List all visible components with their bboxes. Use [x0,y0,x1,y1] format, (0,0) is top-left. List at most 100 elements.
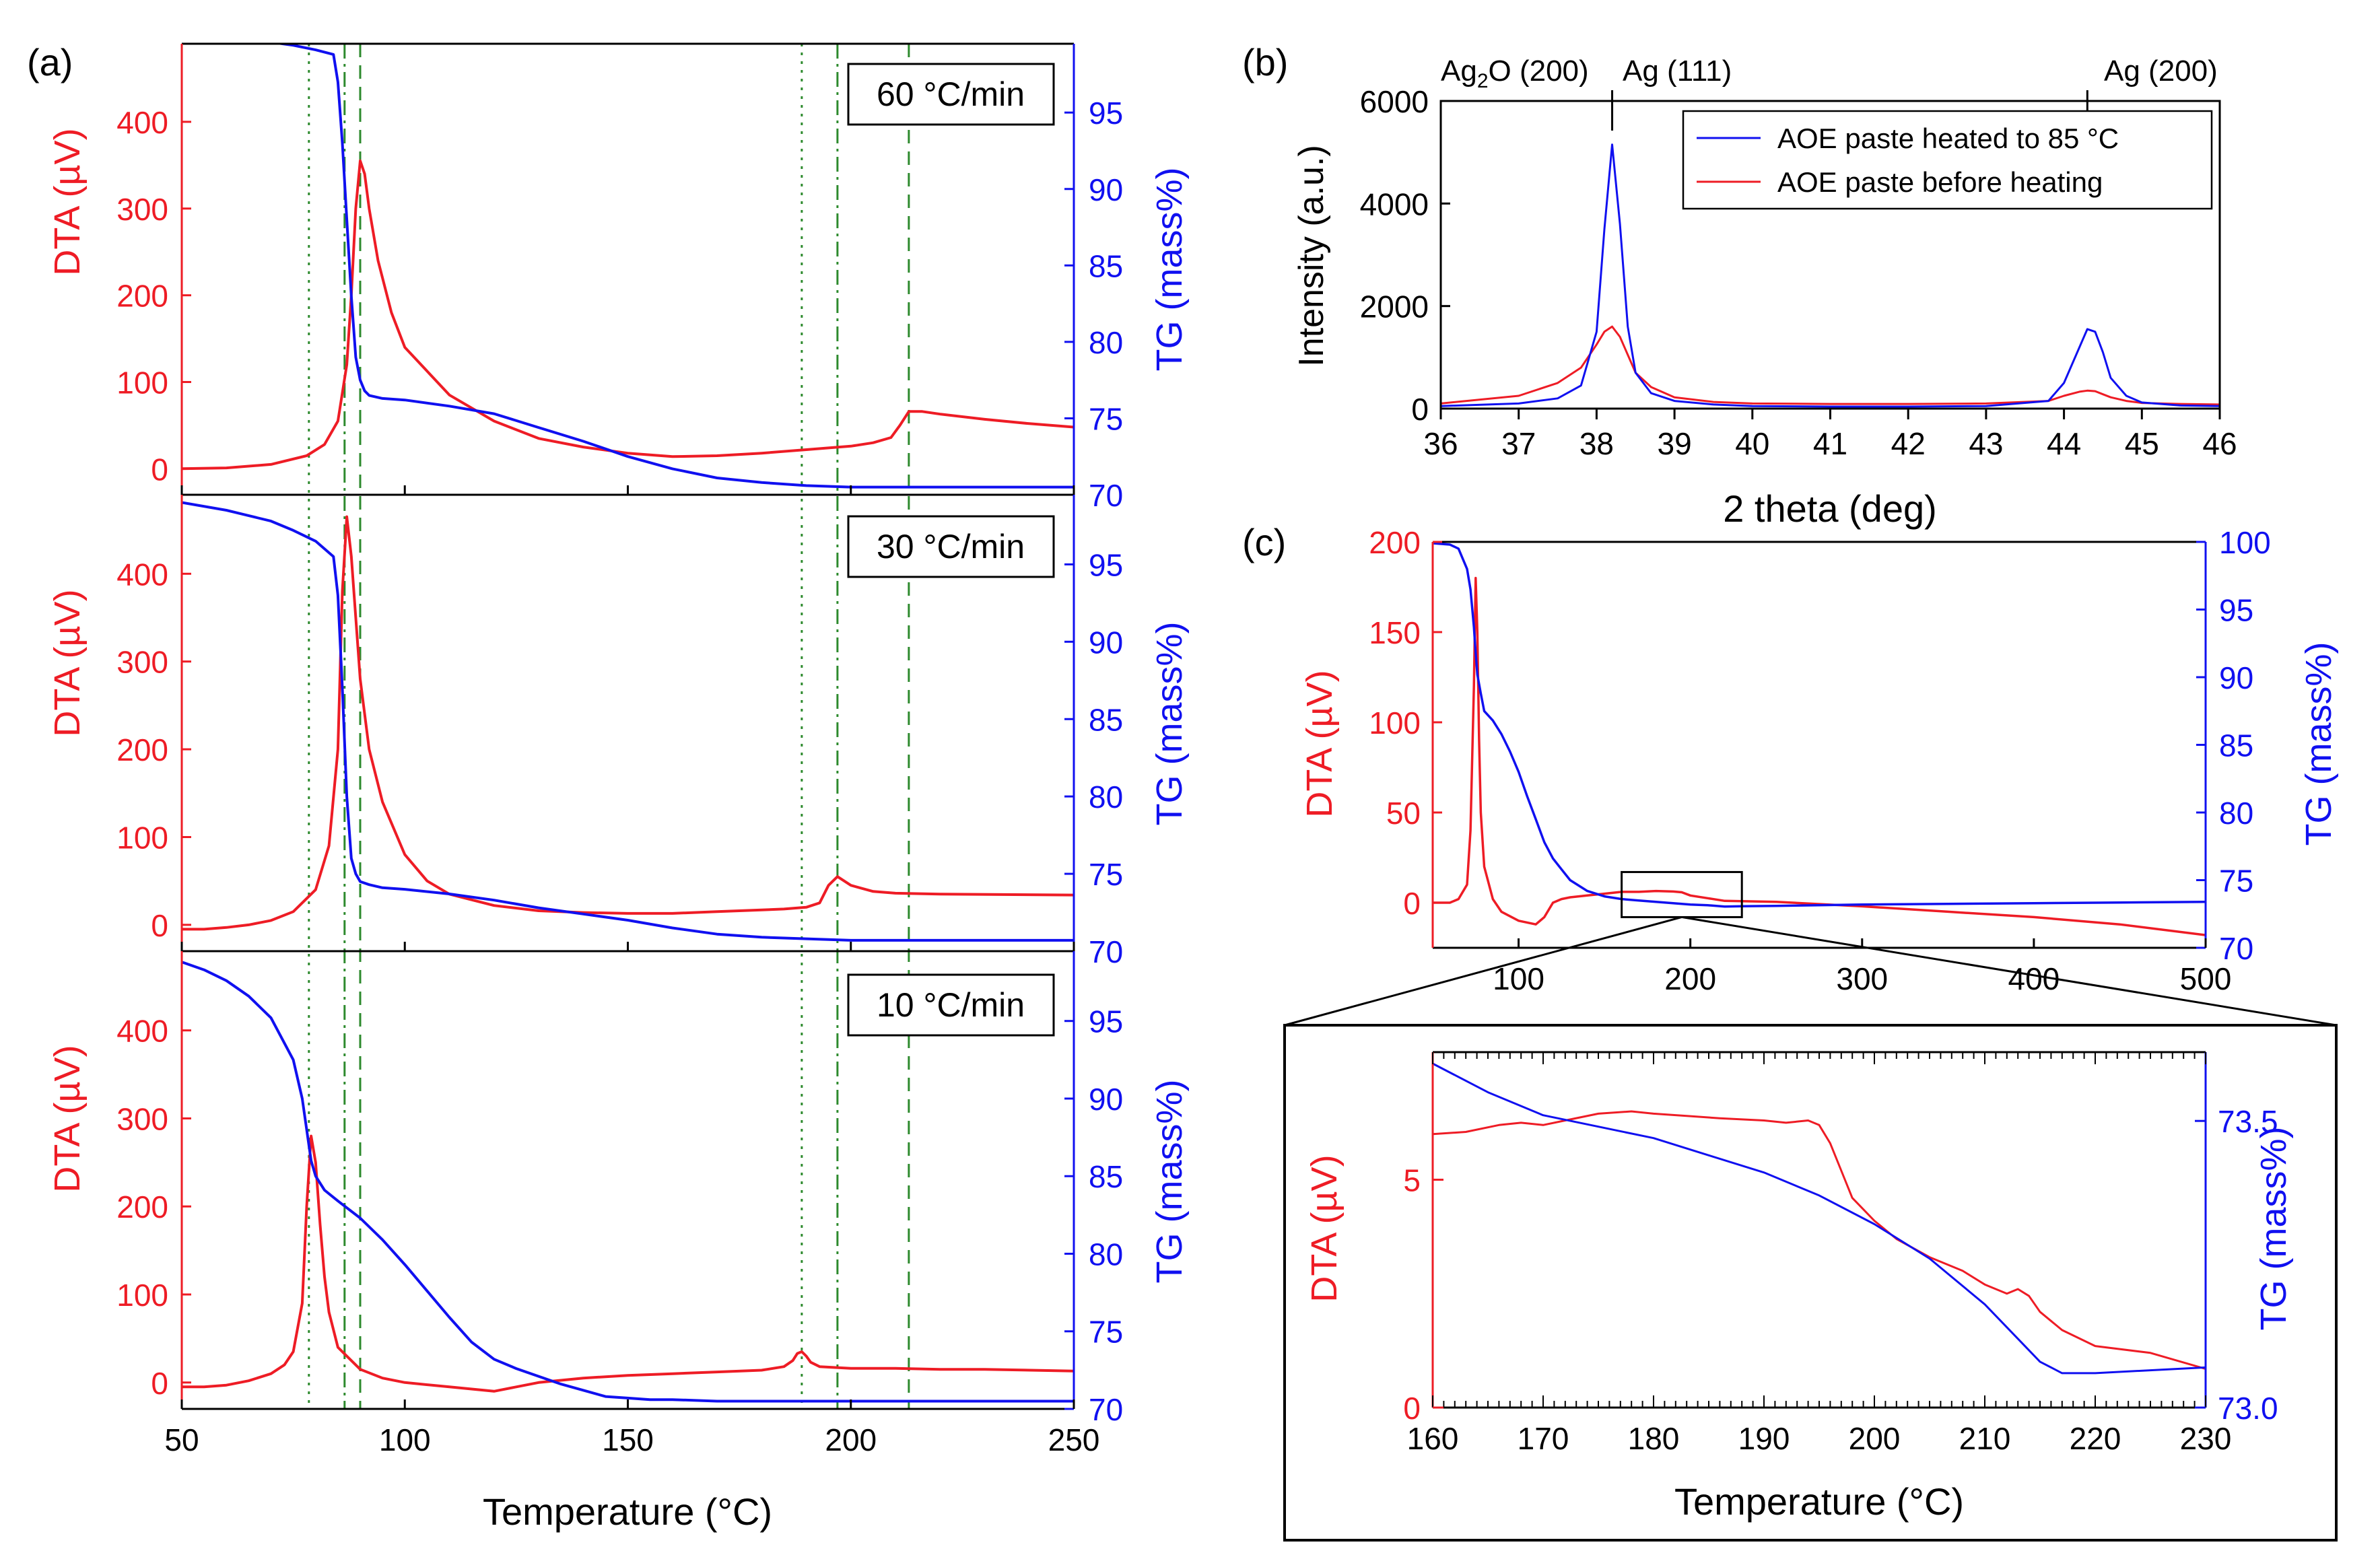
b-peak-label-ag200: Ag (200) [2104,55,2218,88]
a2-dta-tick-label: 300 [116,645,168,680]
b-y-tick-label: 4000 [1360,186,1429,221]
c-dta-curve [1433,576,2206,936]
b-legend-label-red: AOE paste before heating [1777,166,2103,198]
a1-dta-line [182,159,1074,471]
panel-a-label: (a) [27,41,73,83]
a2-tg-curve [182,501,1074,942]
c-dta-tick-label: 0 [1403,886,1421,921]
a2-tg-tick-label: 75 [1089,857,1123,892]
a3-dta-tick-label: 400 [116,1014,168,1049]
c-dta-tick-label: 50 [1386,796,1421,831]
c-tg-tick-label: 80 [2219,796,2253,831]
a2-tg-tick-label: 80 [1089,780,1123,815]
a3-dta-ylabel: DTA (µV) [47,1045,88,1192]
a2-dta-tick-label: 400 [116,557,168,592]
c-tg-tick-label: 85 [2219,728,2253,763]
b-y-tick-label: 0 [1411,392,1429,427]
a3-dta-tick-label: 300 [116,1101,168,1136]
a2-rate-label: 30 °C/min [877,528,1025,565]
a3-tg-line [182,961,1074,1403]
c-x-tick-label: 200 [1664,961,1716,996]
ci-dta-tick-label: 5 [1403,1163,1421,1198]
b-peak-label-ag2o: Ag2O (200) [1441,55,1589,92]
b-x-tick-label: 46 [2202,426,2237,461]
b-x-tick-label: 39 [1658,426,1692,461]
ci-tg-curve [1433,1062,2206,1375]
a1-tg-tick-label: 75 [1089,401,1123,436]
ci-xlabel: Temperature (°C) [1674,1480,1964,1523]
ci-dta-tick-label: 0 [1403,1391,1421,1426]
b-x-tick-label: 37 [1501,426,1536,461]
c-dta-tick-label: 150 [1369,615,1421,650]
ci-tg-tick-label: 73.5 [2218,1104,2278,1139]
a2-dta-tick-label: 100 [116,821,168,856]
a-x-tick-label: 100 [379,1422,431,1457]
a1-tg-curve [272,44,1074,489]
c-zoom-connector-left [1284,915,1682,1027]
b-x-tick-label: 40 [1735,426,1769,461]
c-zoom-box [1621,870,1743,918]
a2-tg-line [182,501,1074,942]
a3-tg-tick-label: 90 [1089,1082,1123,1117]
c-dta-line [1433,576,2206,936]
b-axes: 0 2000 4000 6000 36 37 38 39 40 41 42 43 44 45 46 [1360,84,2237,461]
a1-tg-tick-label: 85 [1089,248,1123,283]
a3-tg-tick-label: 70 [1089,1392,1123,1427]
a1-dta-tick-label: 200 [116,279,168,314]
a-subplot-30: 0 100 200 300 400 70 75 80 85 90 95 30 °C/min DTA … [47,493,1190,969]
a-x-tick-label: 250 [1048,1422,1100,1457]
a2-tg-tick-label: 85 [1089,702,1123,737]
b-y-tick-label: 6000 [1360,84,1429,119]
ci-x-tick-label: 220 [2070,1421,2121,1456]
a-x-tick-label: 150 [602,1422,654,1457]
a1-tg-tick-label: 95 [1089,96,1123,131]
a2-dta-curve [182,515,1074,931]
a-xlabel: Temperature (°C) [483,1490,772,1533]
b-legend: AOE paste heated to 85 °C AOE paste befo… [1682,110,2213,210]
a-reference-lines [308,44,910,1409]
a3-dta-line [182,1134,1074,1393]
c-tg-tick-label: 75 [2219,864,2253,899]
b-x-tick-label: 45 [2125,426,2159,461]
ci-tg-line [1433,1062,2206,1375]
a1-dta-ylabel: DTA (µV) [47,128,88,275]
b-ylabel: Intensity (a.u.) [1292,145,1331,366]
a2-rate-box [847,515,1055,578]
a3-rate-label: 10 °C/min [877,986,1025,1024]
b-x-tick-label: 42 [1891,426,1926,461]
a2-axes: 0 100 200 300 400 70 75 80 85 90 95 [116,493,1123,969]
a3-axes: 0 100 200 300 400 70 75 80 85 90 95 50 100 150 200 250 [116,950,1123,1457]
c-inset-frame [1283,1024,2338,1542]
ci-x-tick-label: 190 [1738,1421,1790,1456]
c-tg-line [1433,542,2206,908]
a-x-tick-label: 50 [164,1422,199,1457]
a-subplot-60: 0 100 200 300 400 70 75 80 85 90 95 60 °C/min DTA … [47,42,1190,513]
c-x-tick-label: 500 [2180,961,2232,996]
c-zoom-indicator [1284,870,2337,1027]
ci-x-tick-label: 160 [1407,1421,1459,1456]
a2-dta-tick-label: 0 [151,908,168,943]
a1-axes: 0 100 200 300 400 70 75 80 85 90 95 [116,42,1123,513]
a1-tg-tick-label: 80 [1089,325,1123,360]
a3-dta-tick-label: 100 [116,1278,168,1313]
c-tg-tick-label: 70 [2219,931,2253,966]
ci-x-tick-label: 170 [1518,1421,1569,1456]
a2-tg-ylabel: TG (mass%) [1149,622,1190,826]
a3-tg-tick-label: 75 [1089,1315,1123,1350]
b-y-tick-label: 2000 [1360,289,1429,324]
panel-c-label: (c) [1242,521,1286,563]
panel-b-label: (b) [1242,41,1288,83]
ci-dta-curve [1433,1110,2206,1370]
a1-dta-curve [182,159,1074,471]
ci-tg-ylabel: TG (mass%) [2253,1127,2294,1331]
b-peak-label-ag111: Ag (111) [1623,55,1732,88]
panel-a: (a) 0 100 200 300 400 70 75 80 85 90 95 60 °C/min … [27,41,1190,1533]
a3-tg-tick-label: 80 [1089,1237,1123,1272]
c-dta-ylabel: DTA (µV) [1299,670,1340,817]
a1-dta-tick-label: 0 [151,452,168,487]
a1-dta-tick-label: 400 [116,105,168,140]
a2-tg-tick-label: 95 [1089,547,1123,582]
